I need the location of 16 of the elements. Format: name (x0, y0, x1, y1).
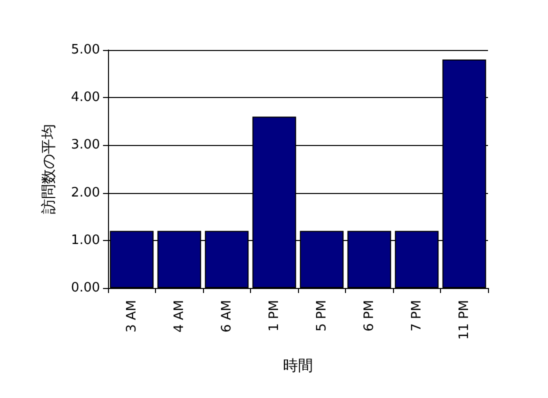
x-tick-label: 5 PM (314, 300, 330, 332)
x-tick-label: 6 AM (219, 300, 234, 333)
x-tick-label: 4 AM (172, 300, 187, 333)
x-tick-label: 11 PM (456, 300, 472, 340)
x-tick-label: 7 PM (409, 300, 424, 332)
y-tick-label: 1.00 (71, 232, 100, 248)
x-tick-label: 1 PM (266, 300, 282, 332)
x-tick-label: 6 PM (362, 300, 377, 332)
y-tick-label: 0.00 (71, 280, 100, 296)
x-axis-title: 時間 (283, 356, 313, 374)
y-tick-label: 4.00 (71, 90, 100, 106)
y-axis-title: 訪問数の平均 (40, 124, 58, 214)
x-tick-label: 3 AM (124, 300, 140, 333)
y-tick-label: 2.00 (71, 185, 100, 200)
y-tick-label: 3.00 (71, 138, 100, 153)
y-tick-label: 5.00 (71, 42, 100, 58)
